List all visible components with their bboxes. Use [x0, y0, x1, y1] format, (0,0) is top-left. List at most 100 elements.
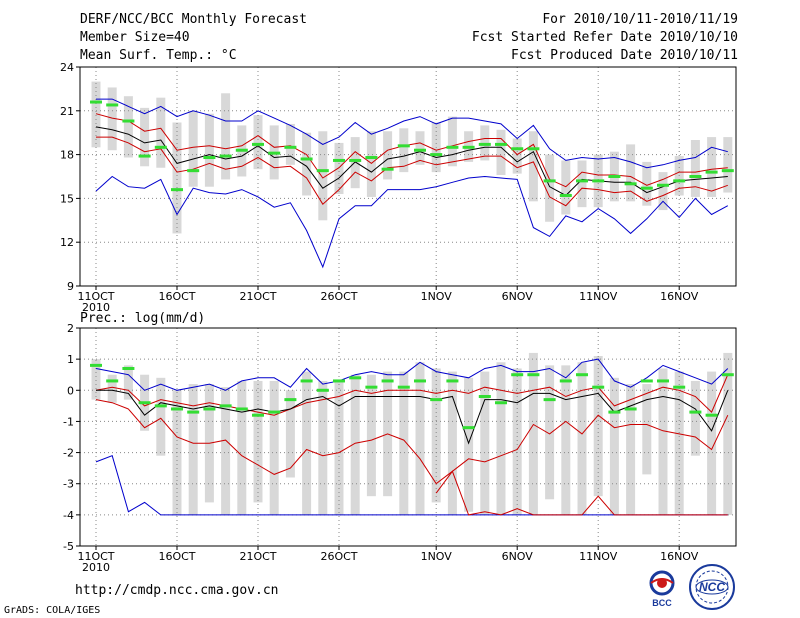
temp-observed-marker: [414, 148, 426, 152]
prec-x-tick-label: 26OCT: [320, 550, 357, 563]
prec-observed-marker: [333, 379, 345, 383]
temp-observed-marker: [365, 156, 378, 160]
prec-ensemble-upper-line: [95, 374, 729, 416]
temp-observed-marker: [397, 144, 410, 148]
temp-spread-box: [107, 87, 117, 151]
temp-ensemble-max-line: [96, 98, 728, 169]
prec-ensemble-mean-line: [96, 389, 729, 445]
temp-observed-marker: [349, 158, 362, 162]
temp-spread-box: [383, 131, 393, 180]
prec-spread-box: [334, 380, 344, 515]
prec-spread-box: [593, 356, 603, 497]
prec-observed-marker: [705, 413, 718, 417]
temp-x-tick-label: 16NOV: [660, 290, 699, 303]
temp-spread-box: [512, 138, 522, 174]
temp-spread-box: [561, 160, 571, 215]
prec-plot-frame: [79, 327, 737, 547]
prec-observed-marker: [397, 385, 410, 389]
prec-observed-marker: [721, 373, 734, 377]
prec-observed-marker: [300, 379, 313, 383]
temp-spread-box: [642, 161, 652, 206]
temp-spread-box: [626, 144, 636, 202]
prec-y-tick-label: 2: [67, 322, 74, 335]
temp-spread-box: [334, 142, 344, 195]
prec-spread-box: [237, 380, 247, 515]
forecast-period: For 2010/10/11-2010/11/19: [542, 12, 738, 27]
prec-spread-box: [561, 365, 571, 515]
prec-spread-box: [545, 365, 555, 500]
prec-spread-box: [302, 371, 312, 515]
temp-year-label: 2010: [82, 301, 110, 314]
prec-x-tick-label: 16OCT: [158, 550, 195, 563]
prec-observed-marker: [171, 407, 183, 411]
prec-observed-marker: [576, 373, 588, 377]
temp-observed-marker: [235, 148, 248, 152]
prec-observed-marker: [559, 379, 572, 383]
prec-observed-marker: [252, 413, 264, 417]
grads-credit: GrADS: COLA/IGES: [4, 605, 101, 616]
bcc-logo-text: BCC: [652, 598, 672, 608]
temp-x-tick-label: 26OCT: [320, 290, 357, 303]
temp-spread-box: [528, 131, 538, 202]
prec-spread-box: [707, 371, 717, 515]
prec-spread-box: [626, 384, 636, 515]
temp-x-tick-label: 11OCT: [77, 290, 114, 303]
prec-observed-marker: [381, 379, 394, 383]
temp-x-tick-label: 16OCT: [158, 290, 195, 303]
temp-spread-box: [545, 154, 555, 222]
temp-observed-marker: [203, 156, 216, 160]
prec-spread-box: [464, 377, 474, 512]
temp-x-tick-label: 1NOV: [421, 290, 453, 303]
prec-ensemble-max-line: [95, 358, 729, 391]
temp-spread-box: [221, 93, 231, 180]
temp-spread-box: [285, 123, 295, 165]
prec-observed-marker: [657, 379, 669, 383]
prec-spread-box: [528, 352, 538, 515]
temp-observed-marker: [446, 145, 459, 149]
temperature-panel: 9 12 15 18 21 24 11OCT 16OCT 21OCT 26OCT 1NOV 6NOV 1…: [60, 61, 737, 314]
temp-observed-marker: [543, 179, 556, 183]
prec-observed-marker: [154, 404, 167, 408]
prec-y-tick-label: -5: [63, 540, 74, 553]
temp-observed-marker: [559, 193, 572, 197]
prec-y-tick-label: -2: [63, 447, 74, 460]
prec-spread-box: [91, 359, 101, 400]
prec-observed-marker: [640, 379, 653, 383]
temp-observed-marker: [300, 157, 313, 161]
chart-title: DERF/NCC/BCC Monthly Forecast: [80, 12, 307, 27]
temp-spread-box: [123, 96, 133, 158]
bcc-logo: BCC: [640, 565, 684, 609]
temp-x-tick-label: 6NOV: [502, 290, 534, 303]
temp-observed-marker: [171, 188, 183, 192]
temp-spread-box: [188, 110, 198, 187]
temp-spread-box: [577, 160, 587, 208]
prec-observed-marker: [122, 366, 135, 370]
prec-spread-box: [156, 377, 166, 456]
started-date: Fcst Started Refer Date 2010/10/10: [471, 30, 738, 45]
temp-observed-marker: [640, 186, 653, 190]
source-url[interactable]: http://cmdp.ncc.cma.gov.cn: [75, 583, 279, 598]
temp-observed-marker: [430, 153, 443, 157]
temp-spread-box: [91, 81, 101, 148]
temp-y-tick-label: 12: [60, 236, 74, 249]
prec-observed-marker: [673, 385, 686, 389]
temp-spread-box: [156, 97, 166, 168]
prec-observed-marker: [316, 388, 329, 392]
prec-spread-box: [221, 387, 231, 515]
prec-observed-marker: [511, 373, 524, 377]
temp-spread-box: [447, 116, 457, 167]
temp-ensemble-mean-line: [95, 126, 728, 197]
prec-x-tick-label: 1NOV: [421, 550, 453, 563]
prec-observed-marker: [365, 385, 378, 389]
prec-observed-marker: [284, 398, 297, 402]
prec-spread-box: [269, 380, 279, 515]
prec-y-tick-label: -1: [63, 415, 74, 428]
temp-spread-box: [204, 113, 214, 187]
prec-y-tick-label: -4: [63, 509, 74, 522]
temp-spread-box: [140, 107, 150, 167]
prec-spread-box: [674, 371, 684, 515]
prec-x-tick-label: 21OCT: [239, 550, 276, 563]
temp-spread-box: [302, 132, 312, 196]
temp-observed-marker: [721, 169, 734, 173]
